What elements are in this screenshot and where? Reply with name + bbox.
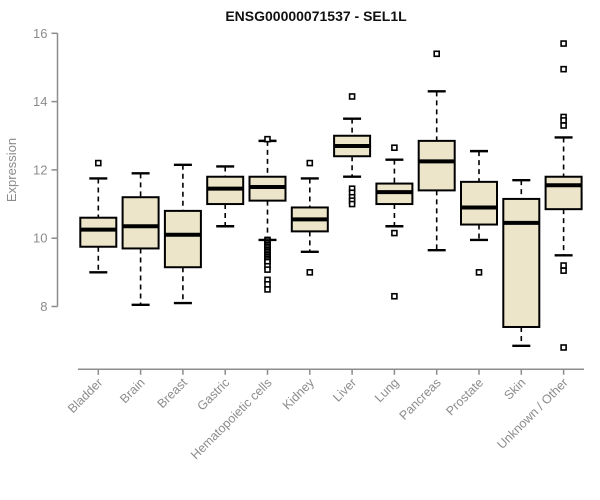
- boxplot-group: [248, 135, 287, 293]
- box: [163, 209, 202, 269]
- outlier-point: [264, 266, 271, 273]
- x-category-label: Skin: [501, 375, 528, 402]
- box: [502, 197, 541, 328]
- chart-title: ENSG00000071537 - SEL1L: [225, 8, 407, 24]
- x-category-label: Prostate: [443, 375, 486, 418]
- x-category-label: Kidney: [280, 375, 317, 412]
- box: [544, 175, 583, 211]
- outlier-point: [560, 344, 567, 351]
- y-tick-label: 16: [33, 26, 47, 41]
- outlier-point: [306, 269, 314, 276]
- x-category-label: Gastric: [194, 376, 232, 414]
- outlier-point: [348, 200, 356, 208]
- x-category-label: Lung: [372, 375, 402, 405]
- outlier-point: [348, 93, 356, 100]
- boxplot-group: [460, 149, 498, 276]
- outlier-point: [560, 267, 567, 274]
- y-tick-label: 8: [40, 299, 47, 314]
- boxplot-group: [544, 40, 583, 351]
- outlier-point: [391, 144, 398, 152]
- boxplot-group: [417, 50, 456, 252]
- boxplot-group: [206, 165, 245, 228]
- outlier-point: [560, 40, 567, 47]
- x-category-label: Bladder: [65, 376, 105, 416]
- boxplot-group: [290, 159, 329, 276]
- boxplot-group: [375, 144, 414, 300]
- box: [417, 139, 456, 192]
- boxplot-group: [163, 163, 202, 305]
- y-axis: 8 10 12 14 16: [33, 26, 59, 314]
- x-category-label: Liver: [330, 376, 359, 405]
- outlier-point: [560, 117, 567, 124]
- x-category-label: Hematopoietic cells: [188, 376, 275, 463]
- outlier-point: [560, 122, 567, 129]
- x-category-label: Brain: [117, 375, 148, 406]
- boxplot-group: [333, 93, 372, 208]
- box: [121, 196, 160, 250]
- boxplot-group: [79, 159, 118, 274]
- outlier-point: [391, 292, 398, 300]
- outlier-point: [264, 135, 271, 143]
- boxes-layer: [79, 40, 583, 351]
- outlier-point: [95, 159, 102, 167]
- x-category-label: Pancreas: [397, 376, 444, 423]
- y-tick-label: 12: [33, 162, 47, 177]
- y-tick-label: 14: [33, 94, 47, 109]
- boxplot-group: [502, 178, 541, 347]
- x-category-label: Breast: [155, 375, 191, 411]
- outlier-point: [475, 269, 483, 276]
- y-tick-label: 10: [33, 231, 47, 246]
- y-axis-title: Expression: [4, 138, 19, 202]
- outlier-point: [264, 286, 271, 293]
- outlier-point: [306, 159, 314, 167]
- boxplot-group: [121, 172, 160, 306]
- outlier-point: [433, 50, 441, 58]
- outlier-point: [391, 229, 398, 237]
- outlier-point: [264, 281, 271, 288]
- outlier-point: [560, 262, 567, 269]
- outlier-point: [560, 65, 567, 73]
- box: [79, 216, 118, 248]
- box: [460, 180, 498, 226]
